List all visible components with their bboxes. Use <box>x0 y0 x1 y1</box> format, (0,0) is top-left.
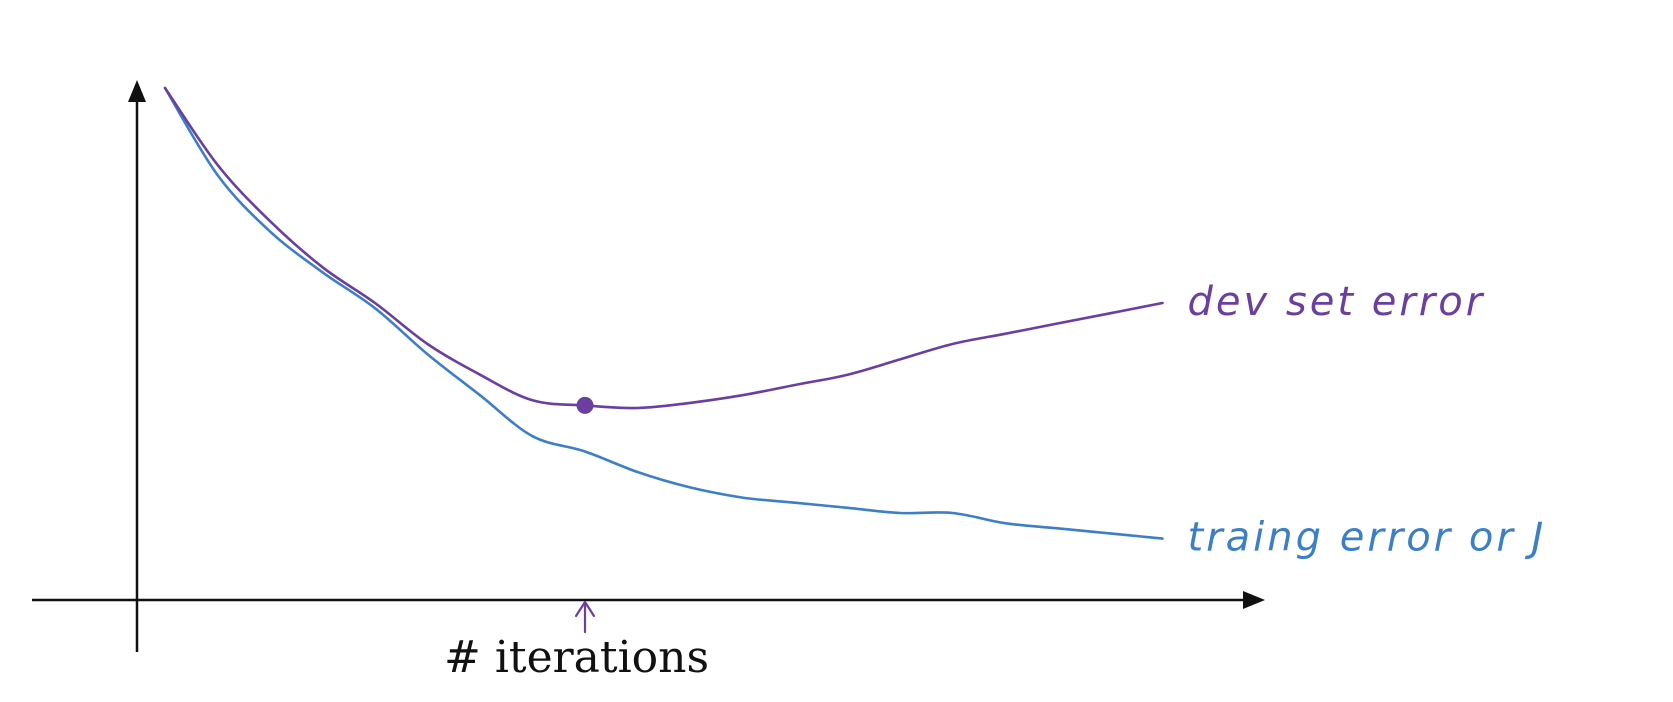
x-axis-label: # iterations <box>444 632 709 683</box>
series-label-dev-set-error: dev set error <box>1188 279 1486 325</box>
early-stopping-arrow-head <box>574 600 596 618</box>
x-axis-arrow <box>1243 591 1265 609</box>
series-label-training-error: traing error or J <box>1188 515 1547 561</box>
series-line-training-error <box>163 86 1164 540</box>
series-line-dev-set-error <box>163 86 1164 410</box>
y-axis-arrow <box>128 80 146 102</box>
dev-error-minimum-marker <box>576 396 594 414</box>
early-stopping-arrow <box>574 600 596 634</box>
